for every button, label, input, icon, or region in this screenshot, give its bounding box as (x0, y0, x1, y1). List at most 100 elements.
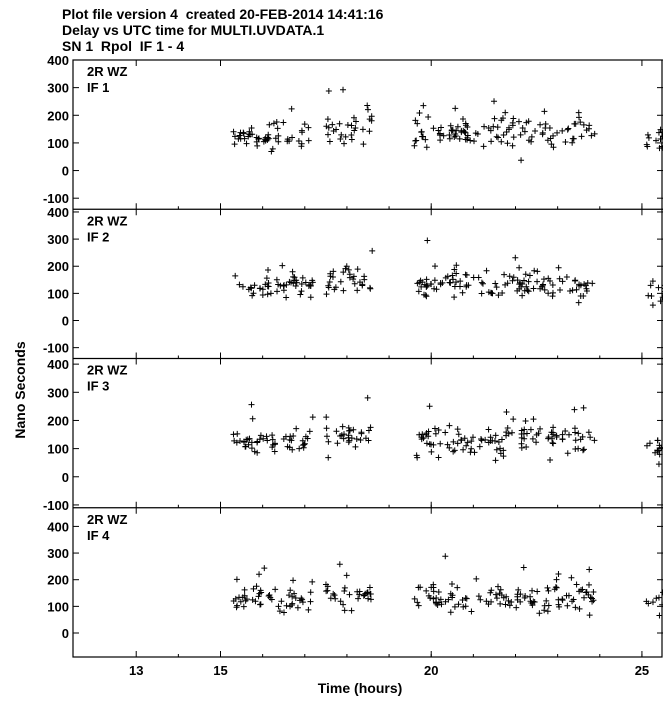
data-point (324, 116, 331, 123)
data-point (268, 148, 275, 155)
data-point (447, 590, 454, 597)
data-point (274, 125, 281, 132)
data-point (516, 285, 523, 292)
data-point (534, 588, 541, 595)
data-point (479, 280, 486, 287)
data-point (456, 135, 463, 142)
data-point (645, 134, 652, 141)
data-point (354, 266, 361, 273)
data-point (257, 285, 264, 292)
data-point (350, 114, 357, 121)
data-point (337, 432, 344, 439)
data-point (523, 444, 530, 451)
data-point (346, 274, 353, 281)
data-point (550, 431, 557, 438)
data-point (351, 127, 358, 134)
data-point (424, 237, 431, 244)
data-point (645, 600, 652, 607)
data-point (547, 457, 554, 464)
panel-station-label: 2R WZ (87, 512, 128, 527)
data-point (554, 129, 561, 136)
data-point (433, 594, 440, 601)
data-point (294, 604, 301, 611)
data-point (271, 441, 278, 448)
data-point (327, 270, 334, 277)
data-point (498, 117, 505, 124)
data-point (353, 436, 360, 443)
data-point (251, 282, 258, 289)
data-point (516, 264, 523, 271)
data-point (488, 587, 495, 594)
data-point (522, 592, 529, 599)
data-point (436, 599, 443, 606)
data-point (567, 288, 574, 295)
data-point (497, 445, 504, 452)
data-point (367, 596, 374, 603)
data-point (494, 124, 501, 131)
data-point (309, 578, 316, 585)
data-point (483, 267, 490, 274)
data-point (451, 266, 458, 273)
data-point (505, 430, 512, 437)
data-point (249, 596, 256, 603)
data-point (445, 596, 452, 603)
data-point (323, 433, 330, 440)
data-point (548, 141, 555, 148)
data-point (362, 590, 369, 597)
data-point (348, 607, 355, 614)
data-point (435, 427, 442, 434)
data-point (271, 448, 278, 455)
data-point (454, 440, 461, 447)
data-point (250, 290, 257, 297)
data-point (332, 284, 339, 291)
data-point (525, 278, 532, 285)
y-tick-label: 400 (47, 53, 69, 68)
data-point (280, 609, 287, 616)
data-point (455, 431, 462, 438)
data-point (660, 589, 663, 596)
x-tick-label: 25 (635, 663, 649, 678)
data-point (420, 102, 427, 109)
data-point (452, 130, 459, 137)
data-point (298, 281, 305, 288)
data-point (240, 130, 247, 137)
data-point (430, 581, 437, 588)
data-point (236, 132, 243, 139)
data-point (248, 401, 255, 408)
data-point (438, 124, 445, 131)
data-point (437, 440, 444, 447)
data-point (456, 283, 463, 290)
data-point (492, 457, 499, 464)
data-point (435, 589, 442, 596)
data-point (323, 425, 330, 432)
data-point (515, 118, 522, 125)
data-point (422, 292, 429, 299)
data-point (306, 281, 313, 288)
data-point (520, 564, 527, 571)
data-point (656, 145, 663, 152)
data-point (585, 429, 592, 436)
data-point (245, 286, 252, 293)
data-point (345, 424, 352, 431)
data-point (659, 601, 663, 608)
y-tick-label: 0 (62, 470, 69, 485)
data-point (348, 122, 355, 129)
data-point (234, 602, 241, 609)
data-point (266, 121, 273, 128)
data-point (510, 134, 517, 141)
data-point (550, 424, 557, 431)
data-point (545, 602, 552, 609)
data-point (278, 598, 285, 605)
data-point (365, 595, 372, 602)
data-point (531, 599, 538, 606)
data-point (585, 125, 592, 132)
data-point (498, 138, 505, 145)
data-point (462, 136, 469, 143)
data-point (572, 437, 579, 444)
y-tick-label: 200 (47, 259, 69, 274)
data-point (249, 415, 256, 422)
data-point (296, 445, 303, 452)
data-point (591, 437, 598, 444)
data-point (430, 125, 437, 132)
